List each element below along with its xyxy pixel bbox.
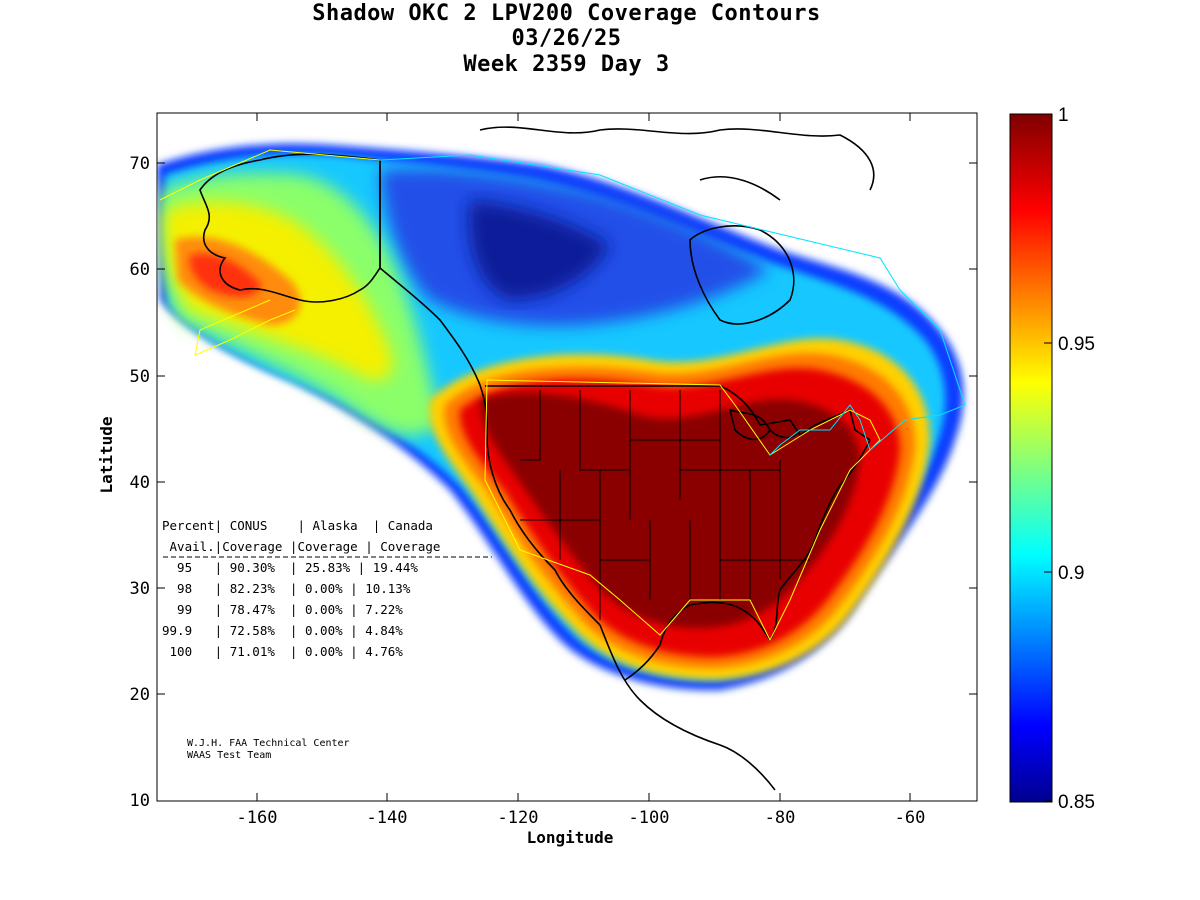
canada-boundary bbox=[379, 154, 966, 456]
y-tick-label: 10 bbox=[130, 791, 150, 811]
stats-row: 95 | 90.30% | 25.83% | 19.44% bbox=[162, 560, 418, 575]
y-tick-label: 40 bbox=[130, 473, 150, 493]
stats-header-2: Avail.|Coverage |Coverage | Coverage bbox=[162, 539, 441, 554]
alaska-outline bbox=[199, 153, 381, 303]
colorbar-tick-label: 0.95 bbox=[1058, 334, 1095, 355]
x-tick-label: -60 bbox=[895, 808, 926, 828]
alaska-boundary bbox=[159, 149, 381, 356]
stats-row: 100 | 71.01% | 0.00% | 4.76% bbox=[162, 644, 403, 659]
x-axis-label: Longitude bbox=[527, 828, 614, 847]
stats-row: 99 | 78.47% | 0.00% | 7.22% bbox=[162, 602, 403, 617]
hudson-bay bbox=[689, 225, 795, 325]
region-boundaries bbox=[159, 149, 966, 642]
credit-line-2: WAAS Test Team bbox=[187, 750, 272, 761]
stats-row: 99.9 | 72.58% | 0.00% | 4.84% bbox=[162, 623, 403, 638]
stats-header-1: Percent| CONUS | Alaska | Canada bbox=[162, 518, 433, 533]
conus-boundary bbox=[484, 379, 881, 642]
map-outlines bbox=[199, 126, 875, 791]
west-coast bbox=[379, 267, 601, 626]
coverage-canada-darkest bbox=[469, 200, 610, 300]
coverage-alaska-red bbox=[189, 253, 262, 297]
axis-ticks bbox=[157, 113, 977, 801]
x-tick-label: -80 bbox=[765, 808, 796, 828]
colorbar-ticks bbox=[1044, 113, 1052, 802]
y-tick-label: 50 bbox=[130, 367, 150, 387]
stats-row: 98 | 82.23% | 0.00% | 10.13% bbox=[162, 581, 411, 596]
y-axis-label: Latitude bbox=[97, 416, 116, 493]
colorbar-tick-label: 0.9 bbox=[1058, 563, 1084, 584]
y-tick-label: 20 bbox=[130, 685, 150, 705]
mexico-coast bbox=[599, 624, 776, 791]
great-lakes bbox=[728, 408, 801, 441]
chart-title: Shadow OKC 2 LPV200 Coverage Contours bbox=[312, 1, 821, 26]
y-tick-label: 30 bbox=[130, 579, 150, 599]
chart-week-day: Week 2359 Day 3 bbox=[463, 52, 670, 77]
state-borders bbox=[520, 390, 810, 620]
arctic-islands bbox=[479, 126, 875, 201]
coverage-contours bbox=[157, 143, 964, 691]
colorbar-tick-label: 0.85 bbox=[1058, 792, 1095, 813]
y-tick-label: 70 bbox=[130, 154, 150, 174]
colorbar bbox=[1009, 113, 1053, 803]
x-tick-label: -160 bbox=[237, 808, 278, 828]
colorbar-tick-label: 1 bbox=[1058, 105, 1069, 126]
x-tick-label: -120 bbox=[498, 808, 539, 828]
y-tick-label: 60 bbox=[130, 260, 150, 280]
x-tick-label: -100 bbox=[629, 808, 670, 828]
east-coast bbox=[624, 439, 871, 681]
coverage-conus-darkred bbox=[480, 392, 860, 628]
credit-line-1: W.J.H. FAA Technical Center bbox=[187, 738, 350, 749]
x-tick-label: -140 bbox=[367, 808, 408, 828]
chart-date: 03/26/25 bbox=[511, 26, 622, 51]
